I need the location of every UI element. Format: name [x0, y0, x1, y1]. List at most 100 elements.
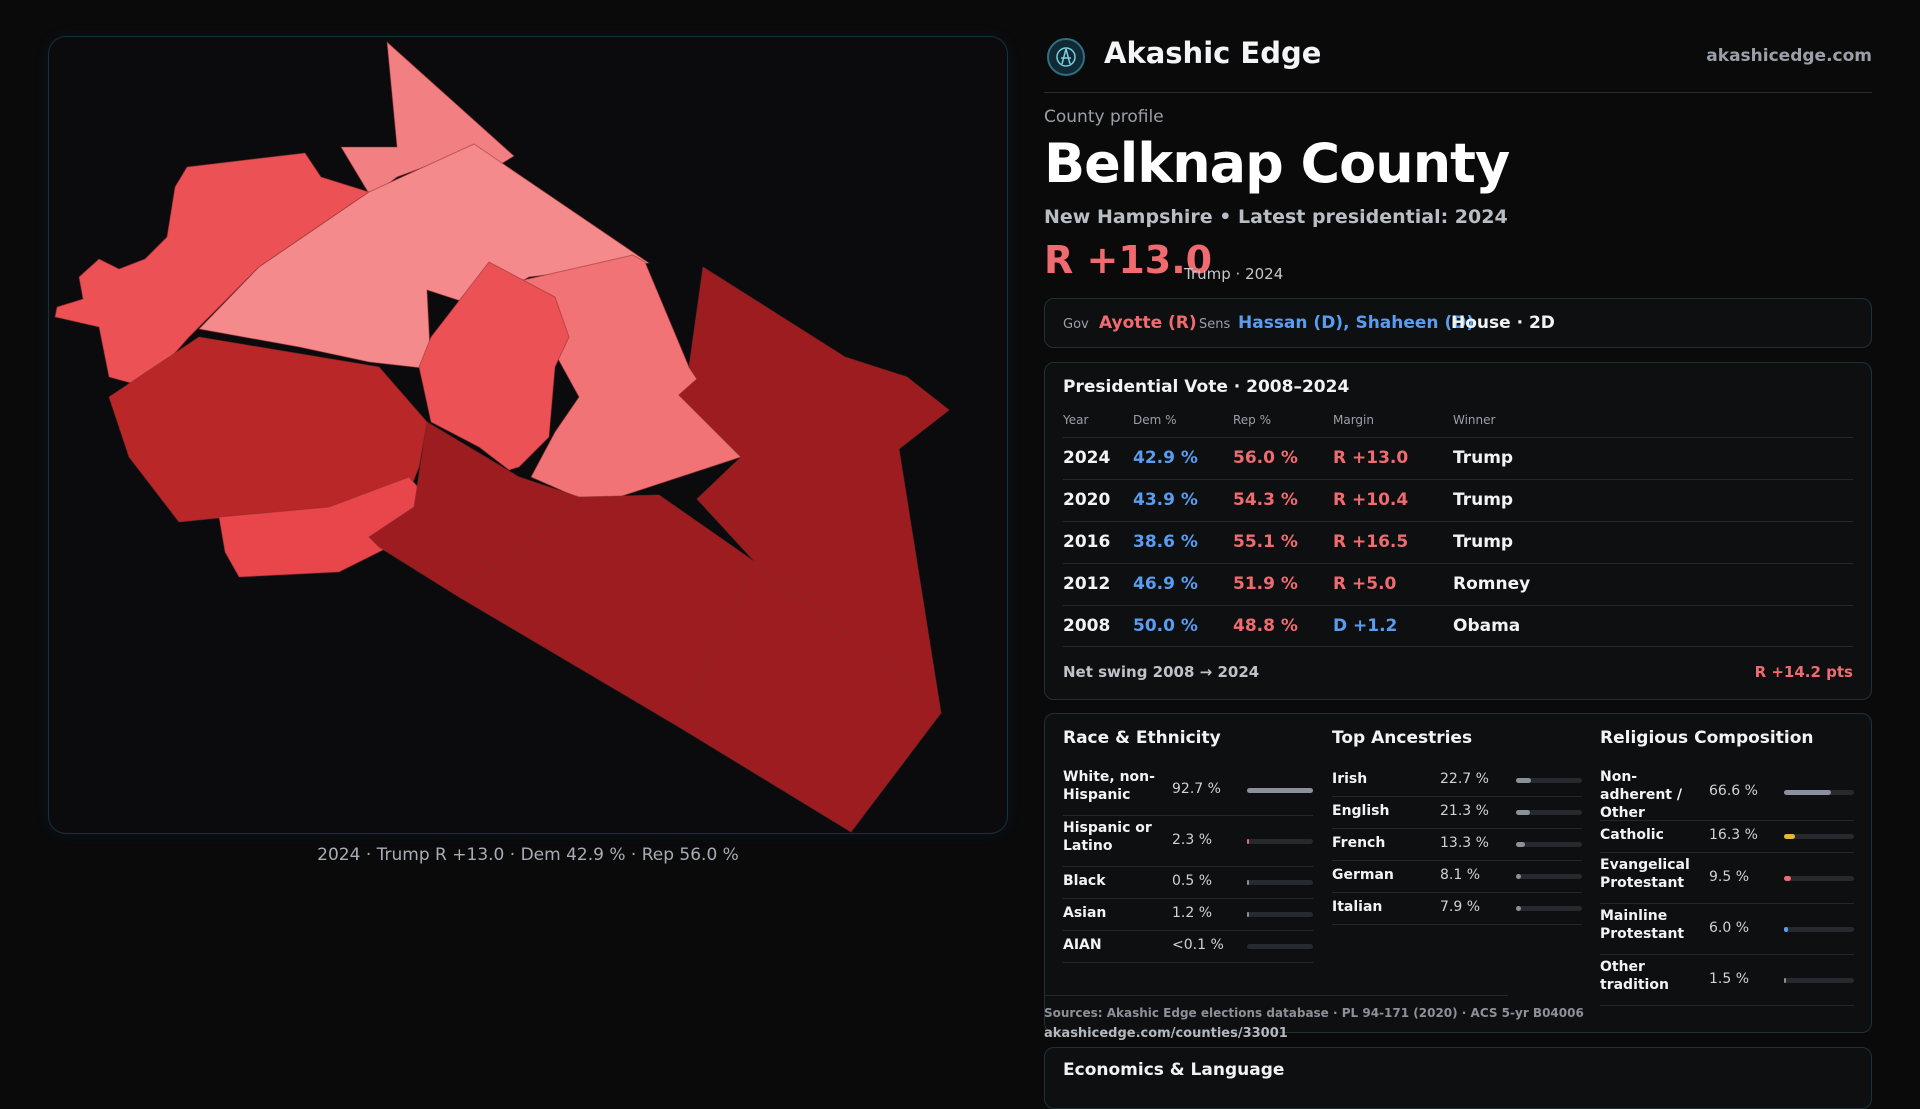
- cell-dem: 50.0 %: [1133, 616, 1198, 636]
- religion-item: Non-adherent / Other 66.6 %: [1600, 764, 1854, 821]
- race-item: Hispanic or Latino 2.3 %: [1063, 815, 1313, 867]
- ancestry-label: French: [1332, 835, 1386, 851]
- cell-dem: 42.9 %: [1133, 448, 1198, 468]
- ancestry-bar-fill: [1516, 842, 1525, 847]
- ancestry-value: 7.9 %: [1440, 899, 1481, 915]
- senators: Hassan (D), Shaheen (D): [1238, 313, 1475, 333]
- religion-label: Other tradition: [1600, 959, 1669, 993]
- ancestry-item: Irish 22.7 %: [1332, 764, 1582, 797]
- presidential-title: Presidential Vote · 2008–2024: [1063, 377, 1350, 397]
- cell-rep: 54.3 %: [1233, 490, 1298, 510]
- ancestry-bar-fill: [1516, 874, 1521, 879]
- ancestry-label: English: [1332, 803, 1390, 819]
- col-margin: Margin: [1333, 413, 1374, 427]
- map-town-southwest[interactable]: [218, 476, 428, 578]
- cell-winner: Romney: [1453, 574, 1531, 594]
- ancestry-bar-track: [1516, 810, 1582, 815]
- religion-item: Catholic 16.3 %: [1600, 820, 1854, 853]
- race-label: AIAN: [1063, 937, 1102, 953]
- race-bar-fill: [1247, 912, 1249, 917]
- site-domain-link[interactable]: akashicedge.com: [1706, 46, 1872, 66]
- ancestry-label: Irish: [1332, 771, 1368, 787]
- county-url-link[interactable]: akashicedge.com/counties/33001: [1044, 1026, 1288, 1041]
- footer-divider: [1044, 995, 1508, 996]
- race-value: 1.2 %: [1172, 905, 1213, 921]
- governor: Ayotte (R): [1099, 313, 1197, 333]
- ancestry-value: 22.7 %: [1440, 771, 1489, 787]
- county-map[interactable]: [48, 36, 1008, 834]
- cell-year: 2012: [1063, 574, 1111, 594]
- cell-winner: Trump: [1453, 532, 1514, 552]
- race-bar-track: [1247, 944, 1313, 949]
- table-divider: [1063, 646, 1853, 648]
- religion-bar-track: [1784, 834, 1854, 839]
- cell-rep: 48.8 %: [1233, 616, 1298, 636]
- religion-value: 66.6 %: [1709, 783, 1758, 799]
- religion-bar-track: [1784, 875, 1854, 881]
- col-year: Year: [1063, 413, 1089, 427]
- cell-rep: 51.9 %: [1233, 574, 1298, 594]
- ancestry-item: German 8.1 %: [1332, 860, 1582, 893]
- ancestry-label: German: [1332, 867, 1394, 883]
- col-winner: Winner: [1453, 413, 1496, 427]
- cell-year: 2024: [1063, 448, 1111, 468]
- map-town-far-southeast[interactable]: [678, 561, 942, 833]
- race-item: White, non-Hispanic 92.7 %: [1063, 764, 1313, 816]
- ancestry-label: Italian: [1332, 899, 1383, 915]
- page-title: Belknap County: [1044, 132, 1510, 195]
- table-row: 2024 42.9 % 56.0 % R +13.0 Trump: [1063, 437, 1853, 479]
- sens-label: Sens: [1199, 317, 1231, 332]
- ancestry-item: English 21.3 %: [1332, 796, 1582, 829]
- top-bar: Akashic Edge akashicedge.com: [1044, 34, 1872, 93]
- race-value: 2.3 %: [1172, 831, 1213, 848]
- religion-label: Catholic: [1600, 827, 1664, 843]
- map-town-southeast[interactable]: [458, 494, 756, 728]
- ancestry-bar-fill: [1516, 906, 1521, 911]
- religion-bar-track: [1784, 790, 1854, 795]
- religion-bar-fill: [1784, 977, 1786, 983]
- table-row: 2020 43.9 % 54.3 % R +10.4 Trump: [1063, 479, 1853, 521]
- latest-margin-note: Trump · 2024: [1184, 265, 1284, 283]
- economics-title: Economics & Language: [1063, 1060, 1285, 1080]
- ancestry-bar-fill: [1516, 810, 1530, 815]
- religion-item: Other tradition 1.5 %: [1600, 954, 1854, 1006]
- cell-winner: Obama: [1453, 616, 1521, 636]
- race-label: White, non-Hispanic: [1063, 769, 1155, 803]
- ancestry-value: 21.3 %: [1440, 803, 1489, 819]
- map-town-south-center[interactable]: [368, 421, 581, 598]
- religion-value: 6.0 %: [1709, 919, 1750, 936]
- race-label: Hispanic or Latino: [1063, 820, 1152, 854]
- cell-dem: 38.6 %: [1133, 532, 1198, 552]
- ancestry-value: 13.3 %: [1440, 835, 1489, 851]
- ancestry-bar-track: [1516, 874, 1582, 879]
- compass-logo-icon[interactable]: [1047, 38, 1085, 76]
- table-row: 2012 46.9 % 51.9 % R +5.0 Romney: [1063, 563, 1853, 605]
- religion-item: Evangelical Protestant 9.5 %: [1600, 852, 1854, 904]
- sources-note: Sources: Akashic Edge elections database…: [1044, 1006, 1584, 1020]
- race-bar-track: [1247, 912, 1313, 917]
- cell-winner: Trump: [1453, 490, 1514, 510]
- religion-label: Non-adherent / Other: [1600, 769, 1682, 821]
- religion-value: 1.5 %: [1709, 970, 1750, 987]
- brand-name[interactable]: Akashic Edge: [1104, 36, 1322, 70]
- cell-rep: 55.1 %: [1233, 532, 1298, 552]
- religion-bar-fill: [1784, 926, 1788, 932]
- religion-label: Evangelical Protestant: [1600, 857, 1690, 891]
- religion-value: 16.3 %: [1709, 827, 1758, 843]
- ancestry-bar-track: [1516, 842, 1582, 847]
- religion-bar-track: [1784, 926, 1854, 932]
- cell-dem: 43.9 %: [1133, 490, 1198, 510]
- map-caption: 2024 · Trump R +13.0 · Dem 42.9 % · Rep …: [317, 845, 739, 865]
- ancestry-item: French 13.3 %: [1332, 828, 1582, 861]
- cell-margin: R +10.4: [1333, 490, 1409, 510]
- race-label: Asian: [1063, 905, 1107, 921]
- race-bar-fill: [1247, 787, 1313, 793]
- race-item: AIAN <0.1 %: [1063, 930, 1313, 963]
- presidential-vote-card: Presidential Vote · 2008–2024 Year Dem %…: [1044, 362, 1872, 700]
- map-town-middle[interactable]: [418, 261, 570, 471]
- race-value: 0.5 %: [1172, 873, 1213, 889]
- cell-year: 2008: [1063, 616, 1111, 636]
- county-map-svg: [54, 40, 950, 833]
- ancestry-value: 8.1 %: [1440, 867, 1481, 883]
- ancestry-bar-track: [1516, 778, 1582, 783]
